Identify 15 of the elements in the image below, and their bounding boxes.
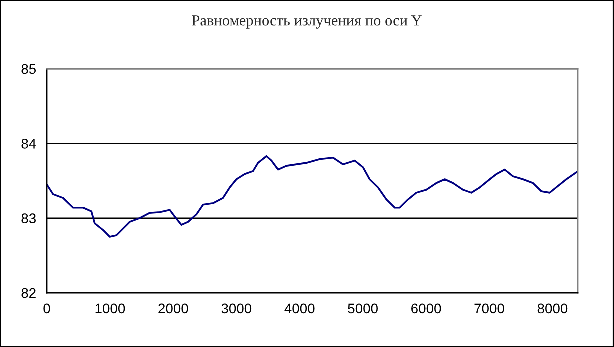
x-tick-label: 8000 [538, 304, 568, 314]
x-tick-label: 1000 [96, 304, 126, 314]
line-series [47, 155, 578, 238]
x-tick-label: 6000 [412, 304, 442, 314]
y-tick-label: 85 [22, 64, 36, 74]
chart-title: Равномерность излучения по оси Y [192, 16, 422, 29]
x-tick-label: 0 [44, 304, 50, 314]
x-tick-label: 3000 [222, 304, 252, 314]
x-tick-label: 2000 [158, 304, 188, 314]
y-tick-label: 82 [22, 288, 36, 298]
y-tick-label: 83 [22, 214, 36, 224]
x-tick-label: 5000 [348, 304, 378, 314]
x-tick-label: 7000 [474, 304, 504, 314]
x-tick-label: 4000 [284, 304, 315, 314]
y-tick-label: 84 [22, 139, 36, 149]
